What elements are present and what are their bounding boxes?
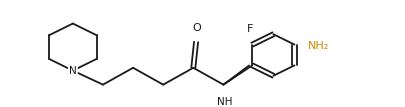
Text: NH: NH [216, 97, 232, 107]
Text: F: F [247, 24, 253, 33]
Text: NH₂: NH₂ [307, 41, 328, 51]
Text: N: N [69, 66, 77, 76]
Text: O: O [192, 23, 201, 33]
